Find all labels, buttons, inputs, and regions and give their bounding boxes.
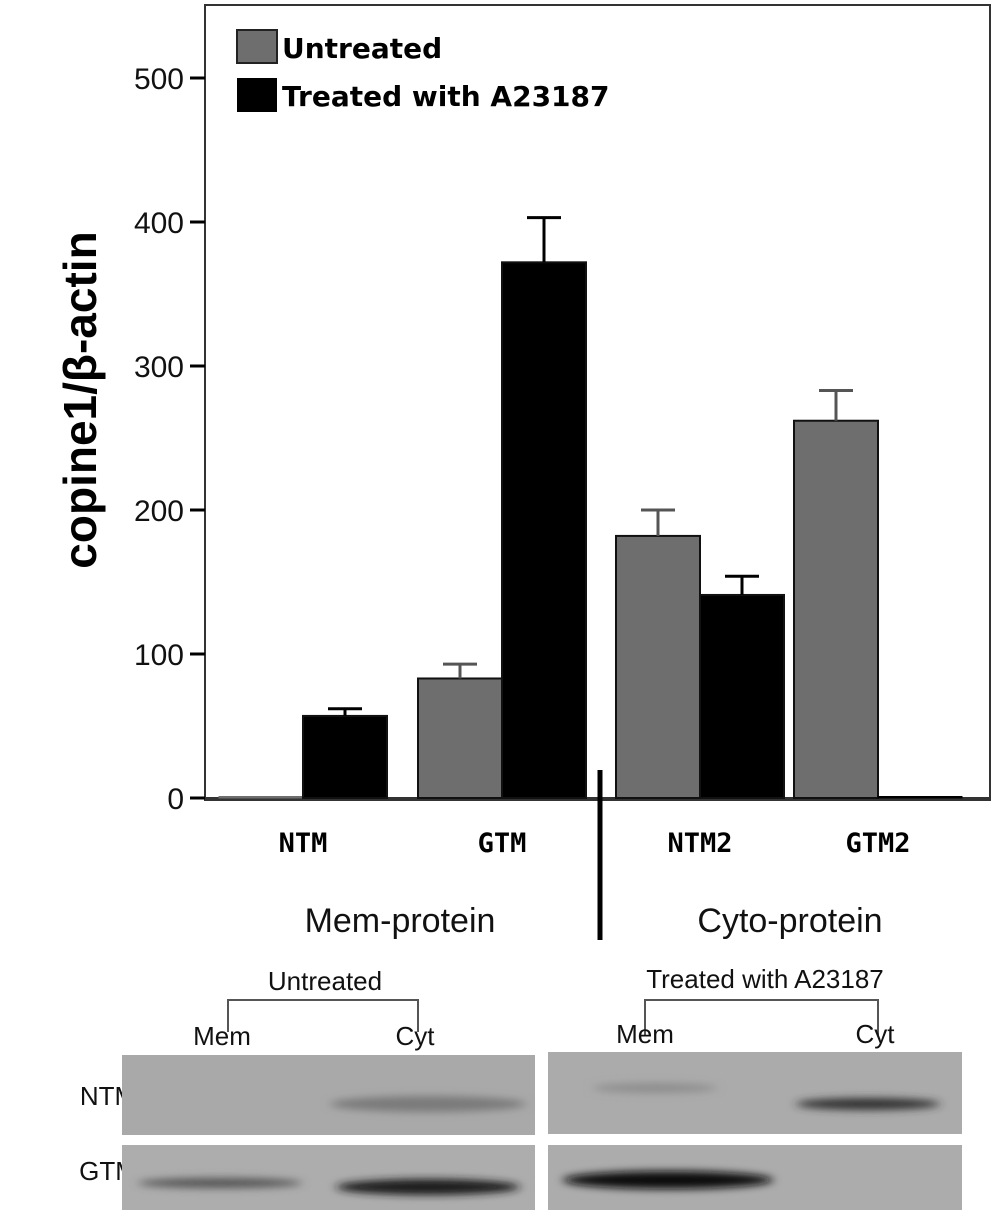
legend-swatch-untreated	[236, 29, 278, 64]
y-tick-label: 0	[167, 783, 184, 816]
x-tick-label: NTM	[279, 828, 328, 859]
lane-label-mem-untreated: Mem	[193, 1021, 251, 1051]
bars	[218, 216, 963, 800]
category-labels: NTM GTM NTM2 GTM2	[279, 828, 911, 859]
blot-condition-treated: Treated with A23187	[646, 964, 884, 994]
band-gtm-untreated-mem	[138, 1178, 302, 1188]
bar-gtm-treated	[501, 261, 587, 799]
bracket-treated	[644, 999, 879, 1035]
bar-gtm2-treated	[877, 796, 963, 799]
legend-label-untreated: Untreated	[282, 32, 442, 65]
band-gtm-untreated-cyt	[336, 1179, 520, 1195]
lane-label-mem-treated: Mem	[616, 1019, 674, 1049]
bar-ntm2-treated	[699, 593, 785, 800]
x-tick-label: GTM	[478, 828, 527, 859]
bar-gtm-untreated	[417, 677, 503, 799]
band-ntm-treated-mem	[593, 1083, 717, 1093]
y-tick-label: 300	[134, 351, 184, 384]
blot-panel-gtm-untreated	[122, 1145, 535, 1210]
western-blot: Untreated Treated with A23187 Mem Cyt Me…	[79, 964, 962, 1210]
bar-ntm-untreated	[218, 796, 304, 799]
legend: Untreated Treated with A23187	[236, 29, 610, 113]
bar-gtm2-untreated	[793, 419, 879, 799]
lane-label-cyt-untreated: Cyt	[396, 1021, 436, 1051]
blot-condition-untreated: Untreated	[268, 966, 382, 996]
band-ntm-treated-cyt	[796, 1098, 940, 1110]
x-tick-label: NTM2	[667, 828, 732, 859]
lane-label-cyt-treated: Cyt	[856, 1019, 896, 1049]
band-gtm-treated-mem	[563, 1171, 773, 1189]
bracket-untreated	[227, 999, 419, 1032]
blot-panel-ntm-treated	[548, 1052, 962, 1134]
bar-ntm2-untreated	[615, 534, 701, 799]
y-tick-label: 400	[134, 207, 184, 240]
band-ntm-untreated-cyt	[330, 1096, 526, 1112]
y-axis-label: copine1/β-actin	[54, 231, 106, 568]
blot-panel-ntm-untreated	[122, 1055, 535, 1135]
group-label-mem: Mem-protein	[305, 902, 496, 940]
y-tick-label: 200	[134, 495, 184, 528]
group-label-cyto: Cyto-protein	[697, 902, 882, 940]
legend-label-treated: Treated with A23187	[282, 80, 610, 113]
bar-ntm-treated	[302, 714, 388, 799]
y-tick-label: 500	[134, 63, 184, 96]
x-tick-label: GTM2	[845, 828, 910, 859]
y-tick-label: 100	[134, 639, 184, 672]
legend-swatch-treated	[237, 78, 277, 112]
